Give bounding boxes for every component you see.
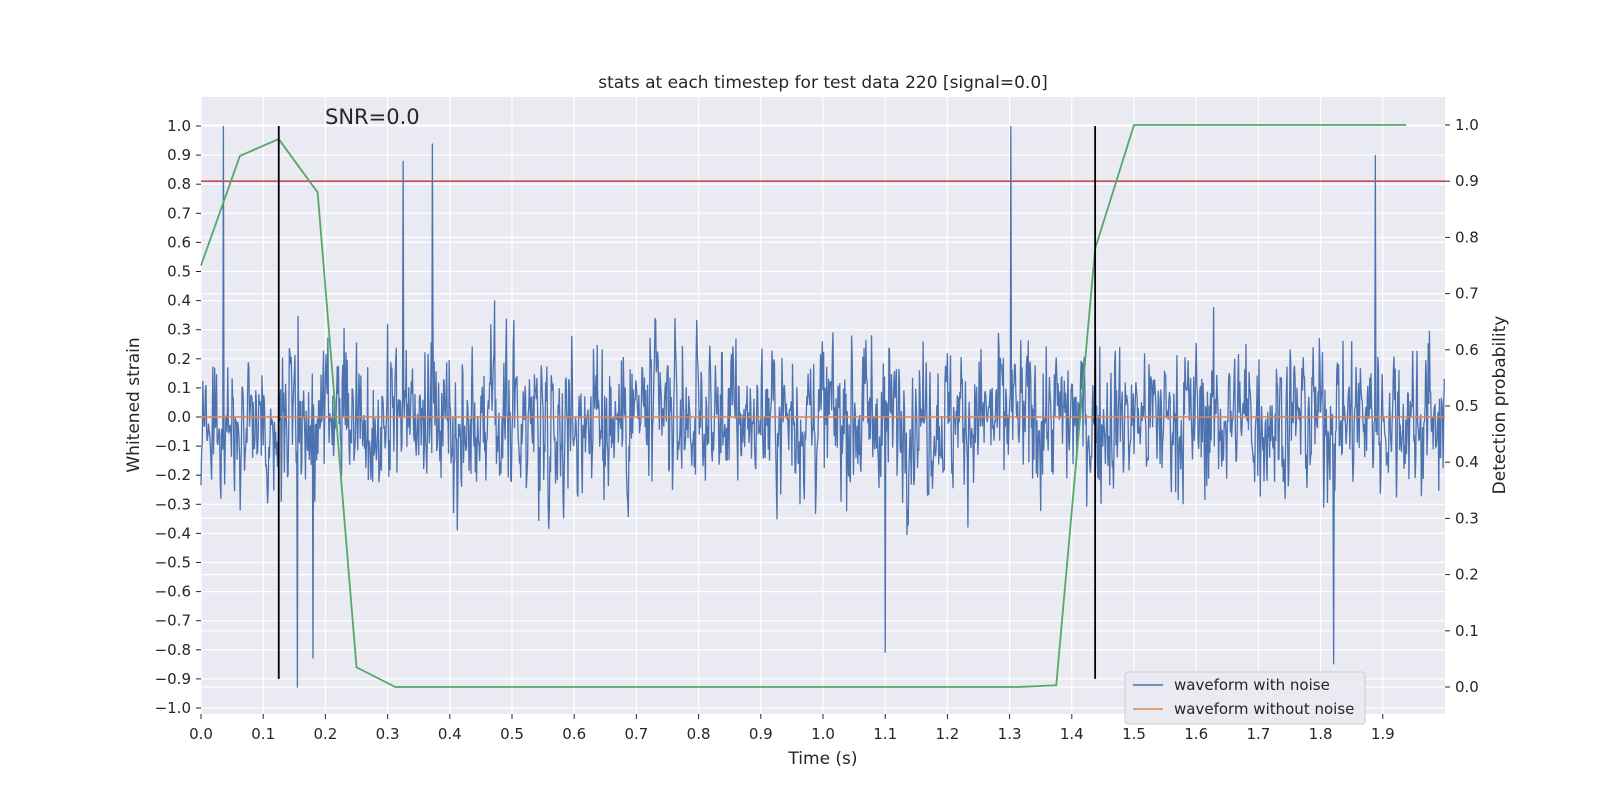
x-tick-label: 1.7 (1246, 725, 1270, 743)
y2-tick-label: 0.7 (1455, 285, 1479, 303)
x-tick-label: 0.8 (687, 725, 711, 743)
y-axis-label: Whitened strain (124, 337, 144, 472)
legend-label-noise: waveform with noise (1174, 676, 1330, 694)
x-axis-label: Time (s) (787, 749, 857, 769)
y2-tick-label: 0.8 (1455, 228, 1479, 246)
y2-tick-label: 0.9 (1455, 172, 1479, 190)
x-tick-label: 0.9 (749, 725, 773, 743)
y-tick-label: −0.8 (155, 641, 191, 659)
legend: waveform with noise waveform without noi… (1124, 671, 1366, 725)
y2-axis-label: Detection probability (1490, 316, 1510, 495)
x-tick-label: 1.0 (811, 725, 835, 743)
x-tick-label: 1.8 (1309, 725, 1333, 743)
y2-tick-label: 0.3 (1455, 509, 1479, 527)
x-tick-label: 0.7 (624, 725, 648, 743)
snr-annotation: SNR=0.0 (325, 105, 420, 129)
y-tick-label: 0.6 (167, 233, 191, 251)
y-tick-label: 0.2 (167, 350, 191, 368)
x-tick-label: 1.4 (1060, 725, 1084, 743)
y-tick-label: −1.0 (155, 699, 191, 717)
y-tick-label: −0.2 (155, 466, 191, 484)
series-line-waveform-with-noise (200, 125, 1446, 688)
x-tick-label: 1.6 (1184, 725, 1208, 743)
legend-box (1124, 671, 1366, 725)
y2-tick-label: 0.6 (1455, 341, 1479, 359)
y-tick-label: −0.9 (155, 670, 191, 688)
series-layer (200, 124, 1446, 688)
legend-label-clean: waveform without noise (1174, 700, 1354, 718)
y2-tick-label: 0.1 (1455, 622, 1479, 640)
y-tick-label: 0.5 (167, 263, 191, 281)
y2-tick-label: 0.4 (1455, 453, 1479, 471)
y-tick-label: −0.7 (155, 612, 191, 630)
y2-tick-label: 1.0 (1455, 116, 1479, 134)
x-tick-label: 1.2 (935, 725, 959, 743)
y-tick-label: 0.8 (167, 175, 191, 193)
y2-tick-label: 0.2 (1455, 566, 1479, 584)
y-tick-label: 0.1 (167, 379, 191, 397)
x-tick-label: 0.4 (438, 725, 462, 743)
x-tick-label: 1.3 (998, 725, 1022, 743)
x-tick-label: 0.2 (313, 725, 337, 743)
y2-tick-label: 0.5 (1455, 397, 1479, 415)
x-tick-label: 1.1 (873, 725, 897, 743)
y-tick-label: 0.3 (167, 321, 191, 339)
x-tick-label: 0.1 (251, 725, 275, 743)
x-tick-label: 0.3 (376, 725, 400, 743)
x-tick-label: 1.5 (1122, 725, 1146, 743)
y-tick-label: −0.1 (155, 437, 191, 455)
x-tick-label: 0.6 (562, 725, 586, 743)
y-tick-label: 1.0 (167, 117, 191, 135)
axes-layer: 0.0 0.1 0.2 0.3 0.4 0.5 0.6 0.7 0.8 0.9 1.0 1.1 1.2 1… (155, 116, 1479, 743)
y-tick-label: 0.9 (167, 146, 191, 164)
y-tick-label: −0.3 (155, 495, 191, 513)
y-tick-label: 0.7 (167, 204, 191, 222)
x-tick-label: 0.0 (189, 725, 213, 743)
y-tick-label: −0.4 (155, 524, 191, 542)
y2-tick-label: 0.0 (1455, 678, 1479, 696)
y-tick-label: 0.4 (167, 292, 191, 310)
x-tick-label: 1.9 (1371, 725, 1395, 743)
x-tick-label: 0.5 (500, 725, 524, 743)
chart-title: stats at each timestep for test data 220… (598, 73, 1048, 93)
y-tick-label: −0.6 (155, 583, 191, 601)
y-tick-label: 0.0 (167, 408, 191, 426)
y-tick-label: −0.5 (155, 554, 191, 572)
